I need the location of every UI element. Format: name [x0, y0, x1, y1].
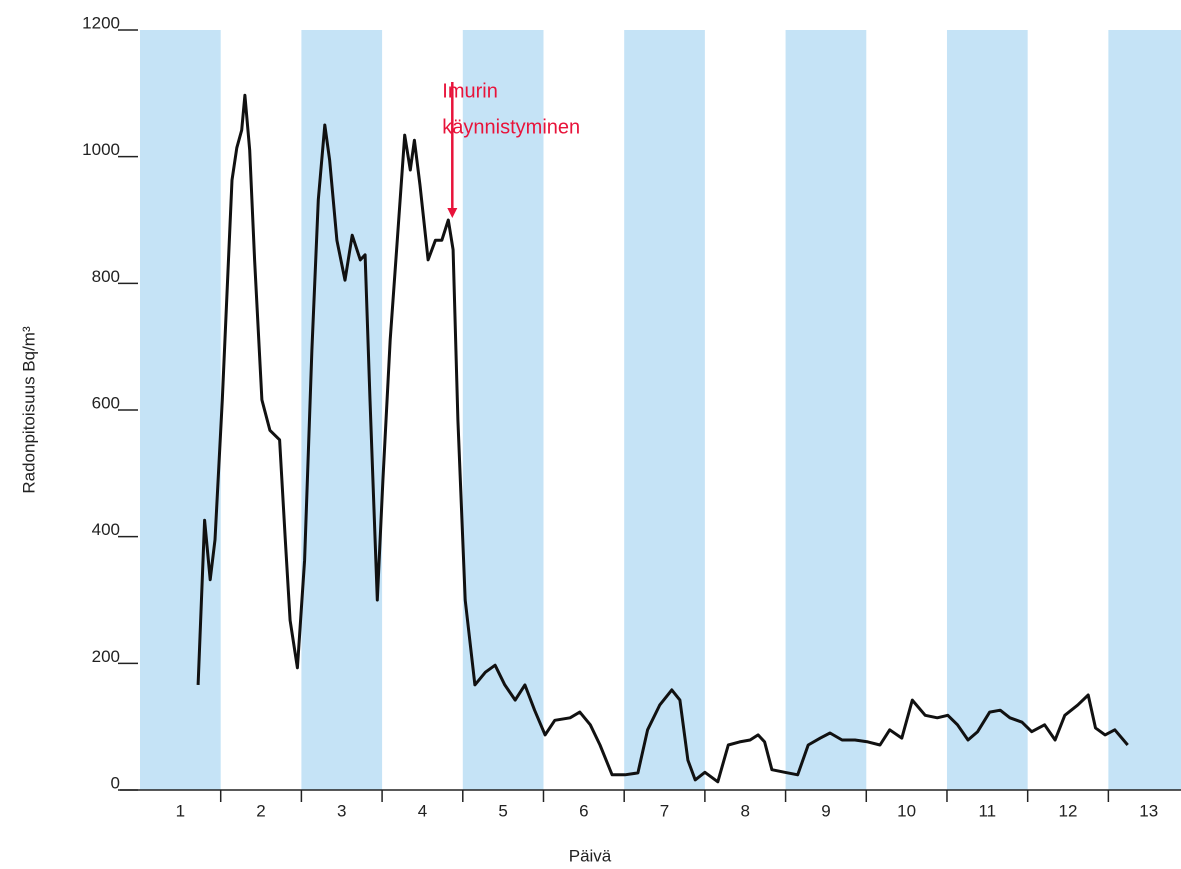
day-band [785, 30, 867, 790]
x-tick-label: 8 [740, 801, 749, 820]
annotation-arrowhead [447, 208, 458, 218]
y-tick-label: 1200 [82, 13, 120, 32]
data-line [196, 93, 1129, 784]
y-axis-label: Radonpitoisuus Bq/m³ [19, 326, 38, 494]
y-tick-label: 0 [111, 773, 120, 792]
x-tick-label: 9 [821, 801, 830, 820]
annotation-text: Imurin [442, 80, 498, 102]
day-band [140, 30, 221, 790]
x-tick-label: 12 [1059, 801, 1078, 820]
x-tick-label: 10 [897, 801, 916, 820]
x-axis-label: Päivä [569, 846, 612, 865]
y-tick-label: 200 [92, 647, 120, 666]
x-tick-label: 2 [256, 801, 265, 820]
bands [140, 30, 1181, 790]
x-tick-label: 1 [176, 801, 185, 820]
x-tick-label: 7 [660, 801, 669, 820]
day-band [462, 30, 544, 790]
day-band [1108, 30, 1181, 790]
day-band [946, 30, 1028, 790]
x-tick-label: 3 [337, 801, 346, 820]
y-tick-label: 400 [92, 520, 120, 539]
y-tick-label: 600 [92, 393, 120, 412]
y-tick-label: 1000 [82, 140, 120, 159]
day-band [624, 30, 705, 790]
y-tick-label: 800 [92, 267, 120, 286]
x-tick-label: 13 [1139, 801, 1158, 820]
annotation-text: käynnistyminen [442, 116, 580, 138]
day-band [301, 30, 383, 790]
x-tick-label: 6 [579, 801, 588, 820]
x-tick-label: 4 [418, 801, 427, 820]
x-tick-label: 5 [498, 801, 507, 820]
x-tick-label: 11 [978, 801, 996, 820]
